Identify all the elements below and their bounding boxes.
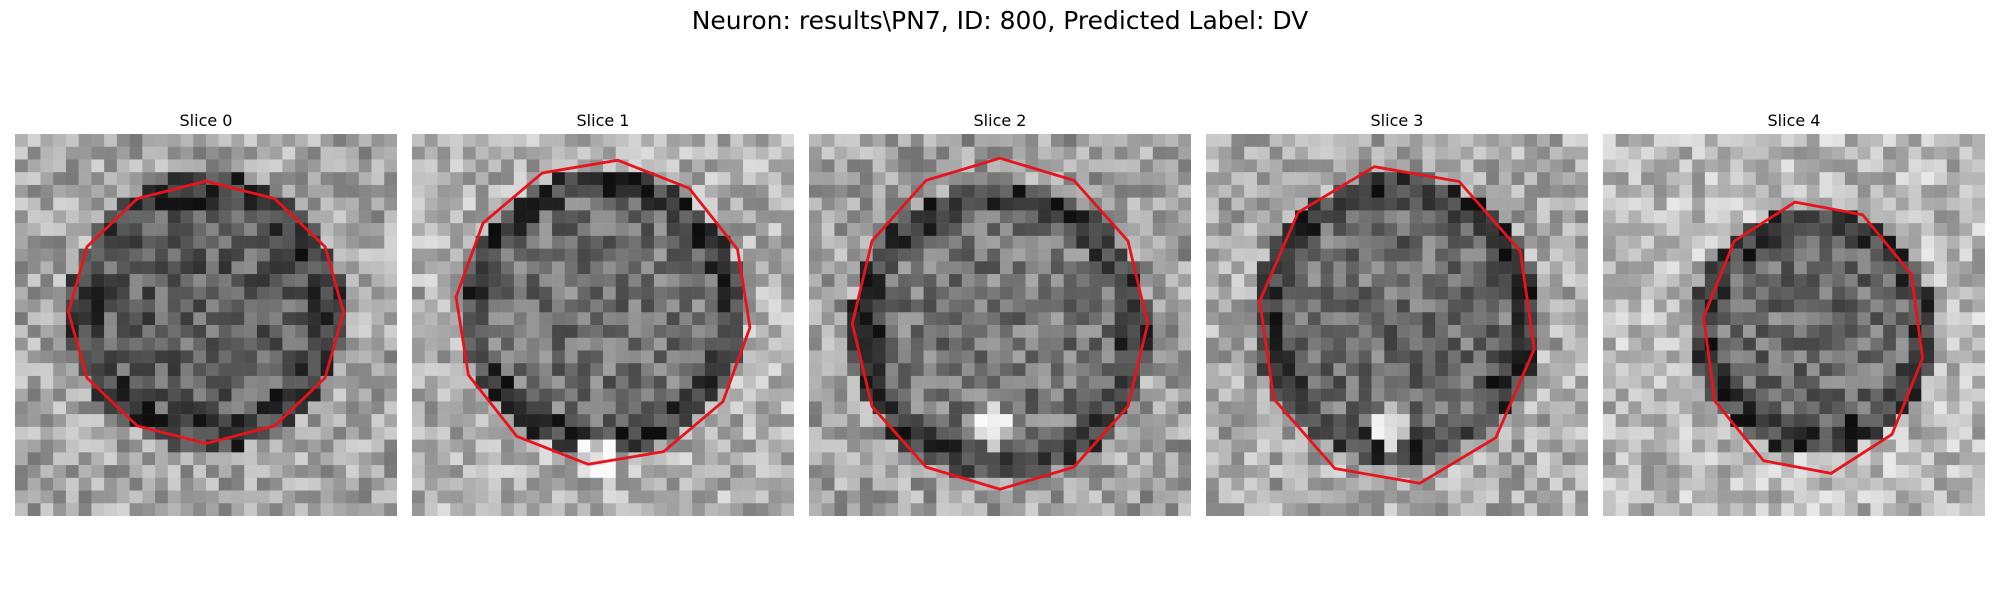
grayscale-noise [15,134,397,516]
grayscale-noise [809,134,1191,516]
slice-panel-2: Slice 2 [809,108,1191,516]
slice-image [1603,134,1985,516]
slice-title: Slice 0 [179,111,233,130]
slice-title: Slice 4 [1767,111,1821,130]
slice-image [1206,134,1588,516]
slice-image [809,134,1191,516]
grayscale-noise [1206,134,1588,516]
neuron-outline [1258,165,1536,485]
neuron-outline [850,156,1150,491]
slice-title: Slice 1 [576,111,630,130]
neuron-outline [1702,200,1925,475]
slice-panel-0: Slice 0 [15,108,397,516]
slice-image [15,134,397,516]
grayscale-noise [412,134,794,516]
slice-title: Slice 3 [1370,111,1424,130]
neuron-outline [67,179,345,445]
neuron-outline [454,158,752,466]
slice-title: Slice 2 [973,111,1027,130]
figure-title: Neuron: results\PN7, ID: 800, Predicted … [691,6,1309,35]
slice-panel-4: Slice 4 [1603,108,1985,516]
slice-panel-1: Slice 1 [412,108,794,516]
grayscale-noise [1603,134,1985,516]
slice-image [412,134,794,516]
slice-panel-3: Slice 3 [1206,108,1588,516]
